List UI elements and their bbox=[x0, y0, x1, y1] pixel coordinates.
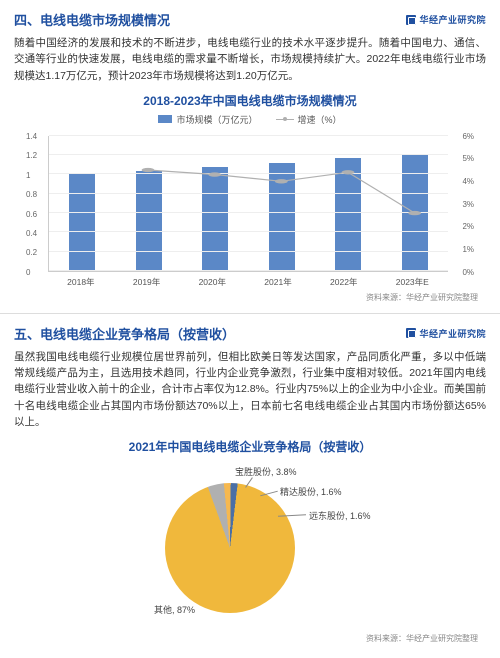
section1-source: 资料来源：华经产业研究院整理 bbox=[14, 292, 478, 303]
section1-body: 随着中国经济的发展和技术的不断进步，电线电缆行业的技术水平逐步提升。随着中国电力… bbox=[14, 35, 486, 84]
section2-body: 虽然我国电线电缆行业规模位居世界前列，但相比欧美日等发达国家，产品同质化严重，多… bbox=[14, 349, 486, 430]
section1-header: 四、电线电缆市场规模情况 华经产业研究院 bbox=[14, 10, 486, 29]
section2-number: 五、 bbox=[14, 327, 40, 342]
x-axis-labels: 2018年2019年2020年2021年2022年2023年E bbox=[48, 276, 448, 288]
pie-container: 宝胜股份, 3.8% 精达股份, 1.6% 远东股份, 1.6% 其他, 87% bbox=[120, 461, 380, 631]
pie-chart bbox=[165, 483, 295, 613]
pie-label-jingda: 精达股份, 1.6% bbox=[280, 485, 342, 498]
legend-line-swatch bbox=[276, 119, 294, 120]
section2-title-text: 电线电缆企业竞争格局（按营收） bbox=[40, 327, 235, 342]
legend-bar-label: 市场规模（万亿元） bbox=[176, 113, 257, 126]
section2-title: 五、电线电缆企业竞争格局（按营收） bbox=[14, 324, 235, 343]
brand-name-2: 华经产业研究院 bbox=[419, 327, 486, 340]
section1-title-text: 电线电缆市场规模情况 bbox=[40, 13, 170, 28]
brand-icon bbox=[406, 15, 416, 25]
pie-chart-title: 2021年中国电线电缆企业竞争格局（按营收） bbox=[14, 438, 486, 455]
pie-label-baosheng: 宝胜股份, 3.8% bbox=[235, 465, 297, 478]
pie-chart-wrap: 宝胜股份, 3.8% 精达股份, 1.6% 远东股份, 1.6% 其他, 87% bbox=[14, 461, 486, 631]
legend-bar-swatch bbox=[158, 115, 172, 123]
combo-chart-title: 2018-2023年中国电线电缆市场规模情况 bbox=[14, 92, 486, 109]
combo-chart: 2018年2019年2020年2021年2022年2023年E 00.20.40… bbox=[22, 130, 478, 290]
brand-logo: 华经产业研究院 bbox=[406, 13, 486, 26]
report-page: 四、电线电缆市场规模情况 华经产业研究院 随着中国经济的发展和技术的不断进步，电… bbox=[0, 0, 500, 658]
brand-name: 华经产业研究院 bbox=[419, 13, 486, 26]
section2-source: 资料来源：华经产业研究院整理 bbox=[14, 633, 478, 644]
brand-logo-2: 华经产业研究院 bbox=[406, 327, 486, 340]
divider bbox=[0, 313, 500, 314]
section1-number: 四、 bbox=[14, 13, 40, 28]
pie-label-yuandong: 远东股份, 1.6% bbox=[309, 509, 371, 522]
legend-bar: 市场规模（万亿元） bbox=[158, 113, 257, 126]
brand-icon-2 bbox=[406, 328, 416, 338]
pie-leader bbox=[278, 514, 306, 516]
section2-header: 五、电线电缆企业竞争格局（按营收） 华经产业研究院 bbox=[14, 324, 486, 343]
legend-line: 增速（%） bbox=[276, 113, 342, 126]
line-series bbox=[48, 136, 448, 272]
combo-chart-legend: 市场规模（万亿元） 增速（%） bbox=[14, 113, 486, 126]
section1-title: 四、电线电缆市场规模情况 bbox=[14, 10, 170, 29]
legend-line-label: 增速（%） bbox=[298, 113, 342, 126]
pie-label-other: 其他, 87% bbox=[154, 603, 195, 616]
